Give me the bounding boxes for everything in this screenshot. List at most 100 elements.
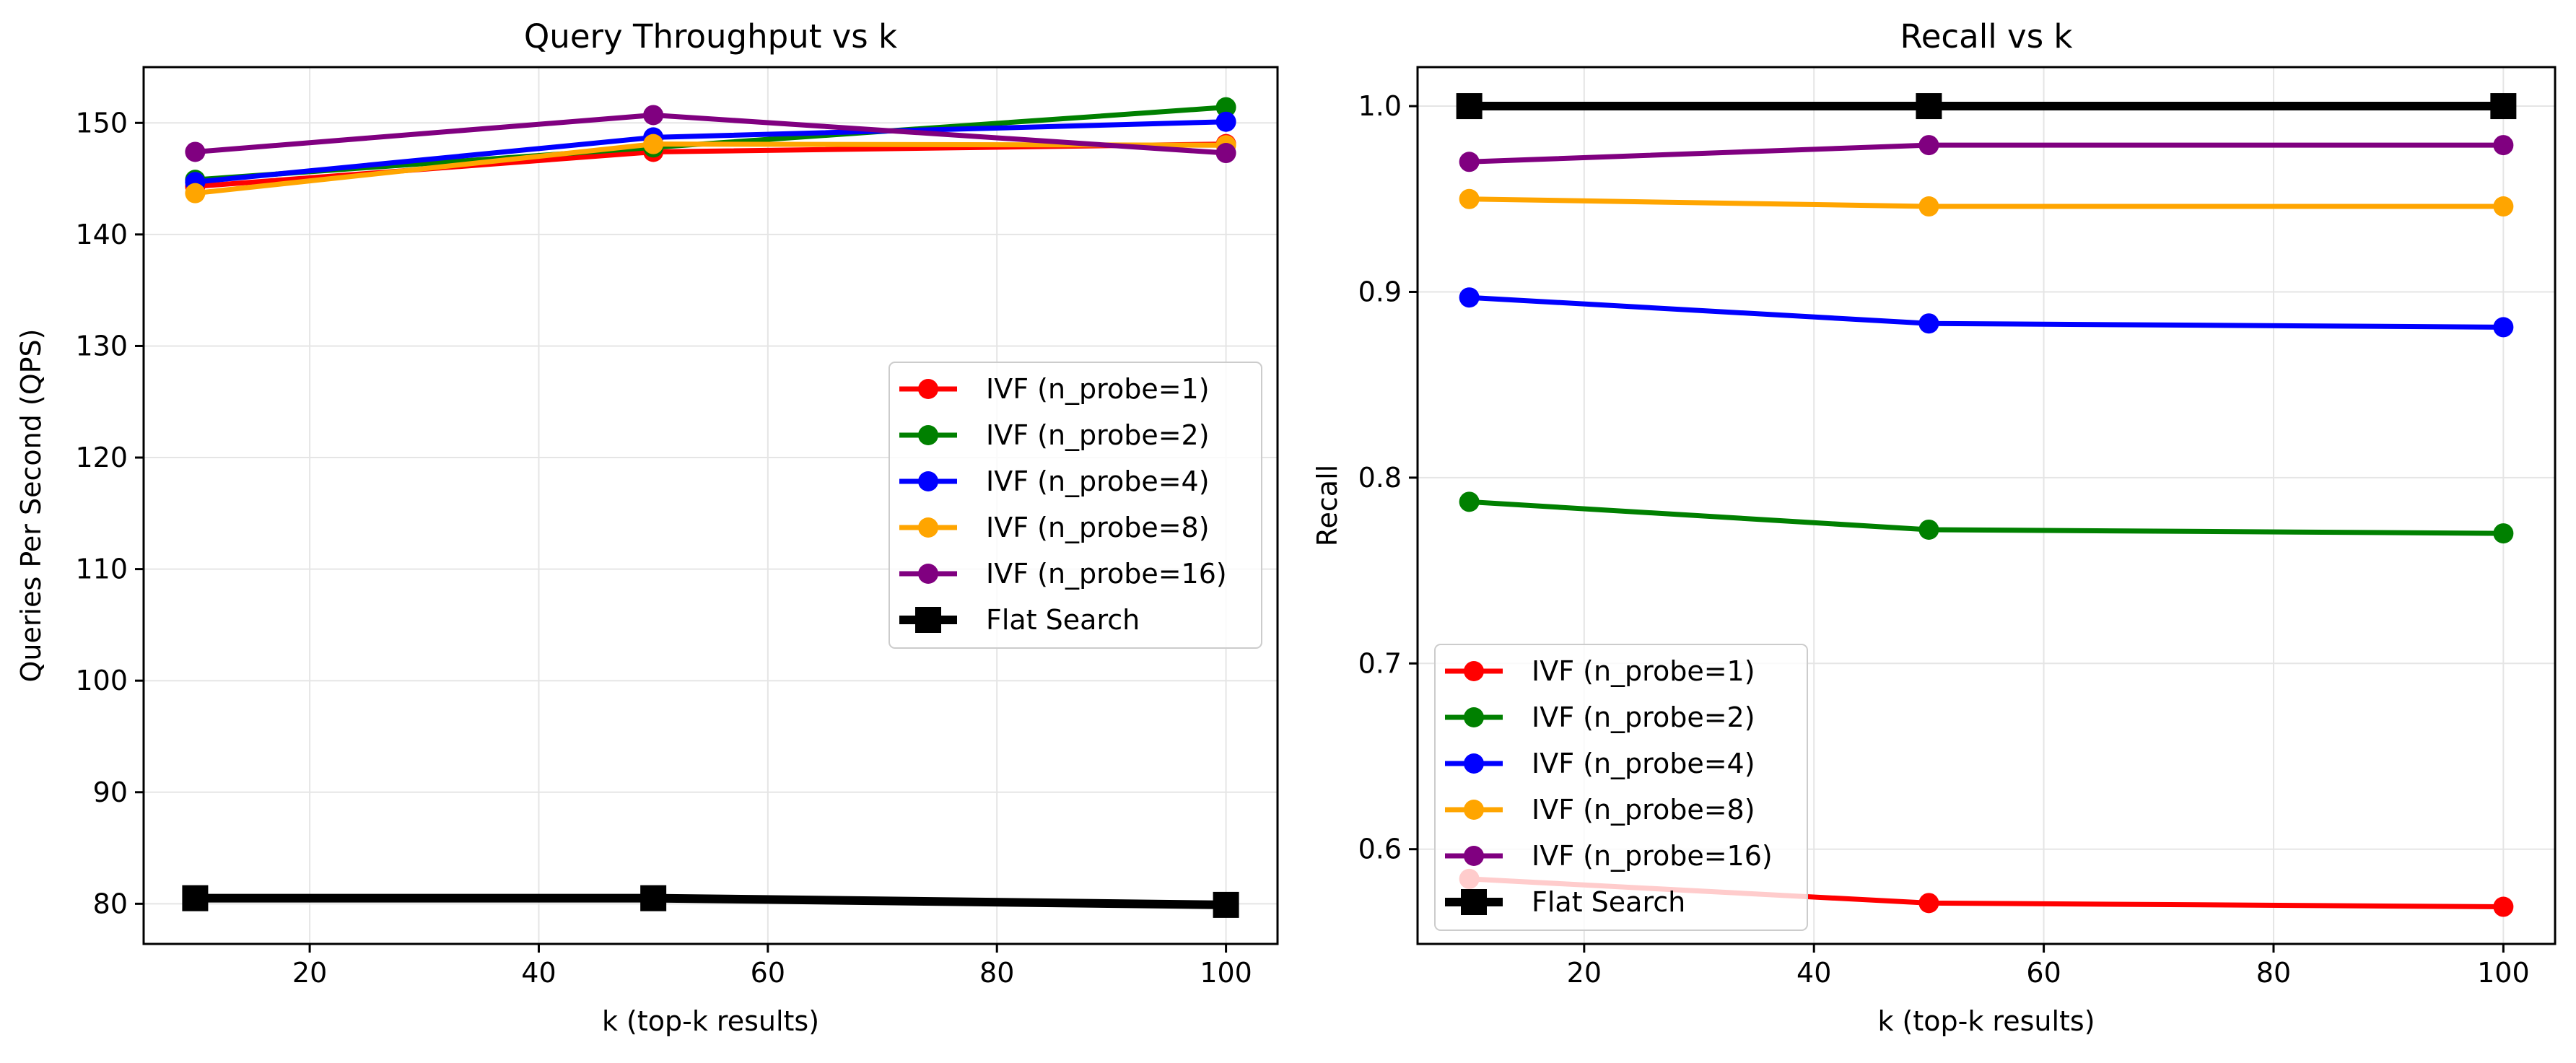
legend-item: IVF (n_probe=1) <box>1445 655 1755 687</box>
legend-item: IVF (n_probe=4) <box>899 465 1210 497</box>
legend-label: IVF (n_probe=16) <box>986 558 1227 590</box>
y-tick-label: 0.6 <box>1358 834 1402 865</box>
series-4 <box>1459 188 2514 217</box>
x-tick-label: 60 <box>2026 957 2061 989</box>
legend-swatch-marker <box>915 607 941 633</box>
chart-title: Recall vs k <box>1900 17 2073 56</box>
legend-item: IVF (n_probe=16) <box>899 558 1227 590</box>
data-point <box>1918 196 1939 217</box>
legend-label: IVF (n_probe=4) <box>1532 748 1755 779</box>
axes-frame <box>1416 66 2557 945</box>
legend: IVF (n_probe=1) IVF (n_probe=2) IVF (n_pro… <box>888 362 1262 649</box>
legend-label: Flat Search <box>1532 886 1685 918</box>
series-6 <box>1456 93 2517 120</box>
data-point-square <box>1456 93 1483 120</box>
y-tick-label: 150 <box>75 107 128 139</box>
series-5 <box>1459 135 2514 172</box>
legend-item: IVF (n_probe=2) <box>899 419 1210 451</box>
legend-item: IVF (n_probe=2) <box>1445 701 1755 733</box>
data-point <box>1918 135 1939 156</box>
x-tick-label: 100 <box>2477 957 2530 989</box>
y-axis-label: Recall <box>1311 465 1343 546</box>
legend-label: IVF (n_probe=8) <box>1532 794 1755 826</box>
data-point <box>2493 196 2514 217</box>
y-tick-label: 90 <box>93 777 128 808</box>
data-point <box>1918 313 1939 334</box>
data-point-square <box>182 885 209 911</box>
data-point <box>643 134 664 154</box>
legend: IVF (n_probe=1) IVF (n_probe=2) IVF (n_pro… <box>1434 644 1808 931</box>
legend-swatch-marker <box>918 471 938 491</box>
legend-swatch-marker <box>1464 800 1484 820</box>
legend-label: IVF (n_probe=1) <box>986 373 1210 405</box>
legend-item: IVF (n_probe=8) <box>899 512 1210 543</box>
data-point-square <box>1916 93 1942 120</box>
data-point <box>1459 287 1480 308</box>
data-point <box>1918 893 1939 914</box>
legend-label: IVF (n_probe=2) <box>1532 701 1755 733</box>
legend-swatch-marker <box>918 425 938 445</box>
y-tick-label: 0.8 <box>1358 462 1402 494</box>
series-6 <box>182 885 1239 918</box>
chart-title: Query Throughput vs k <box>524 17 897 56</box>
y-tick-label: 1.0 <box>1358 90 1402 122</box>
legend-swatch-marker <box>1464 661 1484 681</box>
y-tick-label: 120 <box>75 442 128 473</box>
axes-frame <box>142 66 1279 945</box>
x-tick-label: 60 <box>751 957 785 989</box>
data-point <box>2493 317 2514 338</box>
x-tick-label: 40 <box>1796 957 1831 989</box>
data-point-square <box>640 885 667 911</box>
legend-swatch-marker <box>1464 707 1484 727</box>
series-2 <box>1459 491 2514 544</box>
y-axis-label: Queries Per Second (QPS) <box>15 329 47 683</box>
legend-label: IVF (n_probe=1) <box>1532 655 1755 687</box>
data-point-square <box>2490 93 2517 120</box>
series-5 <box>185 105 1236 164</box>
legend-label: IVF (n_probe=2) <box>986 419 1210 451</box>
y-tick-label: 110 <box>75 554 128 585</box>
legend-item: IVF (n_probe=4) <box>1445 748 1755 779</box>
x-tick-label: 20 <box>292 957 327 989</box>
data-point <box>185 141 206 162</box>
data-point <box>2493 523 2514 544</box>
data-point <box>1459 152 1480 172</box>
y-tick-label: 100 <box>75 665 128 696</box>
chart-panel-2: 20 40 60 80 100 0.6 0.7 0.8 0.9 1.0 Recall vs k k (… <box>1311 17 2557 1037</box>
y-tick-label: 80 <box>93 888 128 919</box>
legend-label: IVF (n_probe=8) <box>986 512 1210 543</box>
legend-swatch-marker <box>1464 846 1484 866</box>
y-tick-label: 140 <box>75 219 128 250</box>
legend-item: IVF (n_probe=16) <box>1445 840 1773 872</box>
data-point <box>1215 97 1236 118</box>
x-tick-label: 100 <box>1200 957 1252 989</box>
legend-label: IVF (n_probe=4) <box>986 465 1210 497</box>
data-point <box>185 183 206 204</box>
x-axis-label: k (top-k results) <box>602 1005 819 1037</box>
data-point <box>1918 519 1939 540</box>
legend-swatch-marker <box>1461 889 1487 915</box>
legend-box <box>1434 644 1808 931</box>
legend-item: IVF (n_probe=8) <box>1445 794 1755 826</box>
data-point <box>2493 896 2514 917</box>
legend-label: Flat Search <box>986 604 1140 636</box>
x-tick-label: 80 <box>979 957 1014 989</box>
data-point <box>2493 135 2514 156</box>
legend-box <box>888 362 1262 649</box>
x-tick-label: 40 <box>521 957 556 989</box>
chart-panel-1: 20 40 60 80 100 80 90 100 110 120 130 140 150 Query T… <box>15 17 1279 1037</box>
legend-item: Flat Search <box>1445 886 1685 918</box>
data-point <box>643 105 664 126</box>
legend-item: IVF (n_probe=1) <box>899 373 1210 405</box>
y-tick-label: 130 <box>75 330 128 362</box>
y-tick-label: 0.7 <box>1358 647 1402 679</box>
legend-swatch-marker <box>918 517 938 538</box>
data-point <box>1459 491 1480 512</box>
legend-item: Flat Search <box>899 604 1140 636</box>
legend-swatch-marker <box>1464 753 1484 774</box>
y-tick-label: 0.9 <box>1358 276 1402 307</box>
data-point-square <box>1213 891 1239 918</box>
series-3 <box>1459 287 2514 338</box>
